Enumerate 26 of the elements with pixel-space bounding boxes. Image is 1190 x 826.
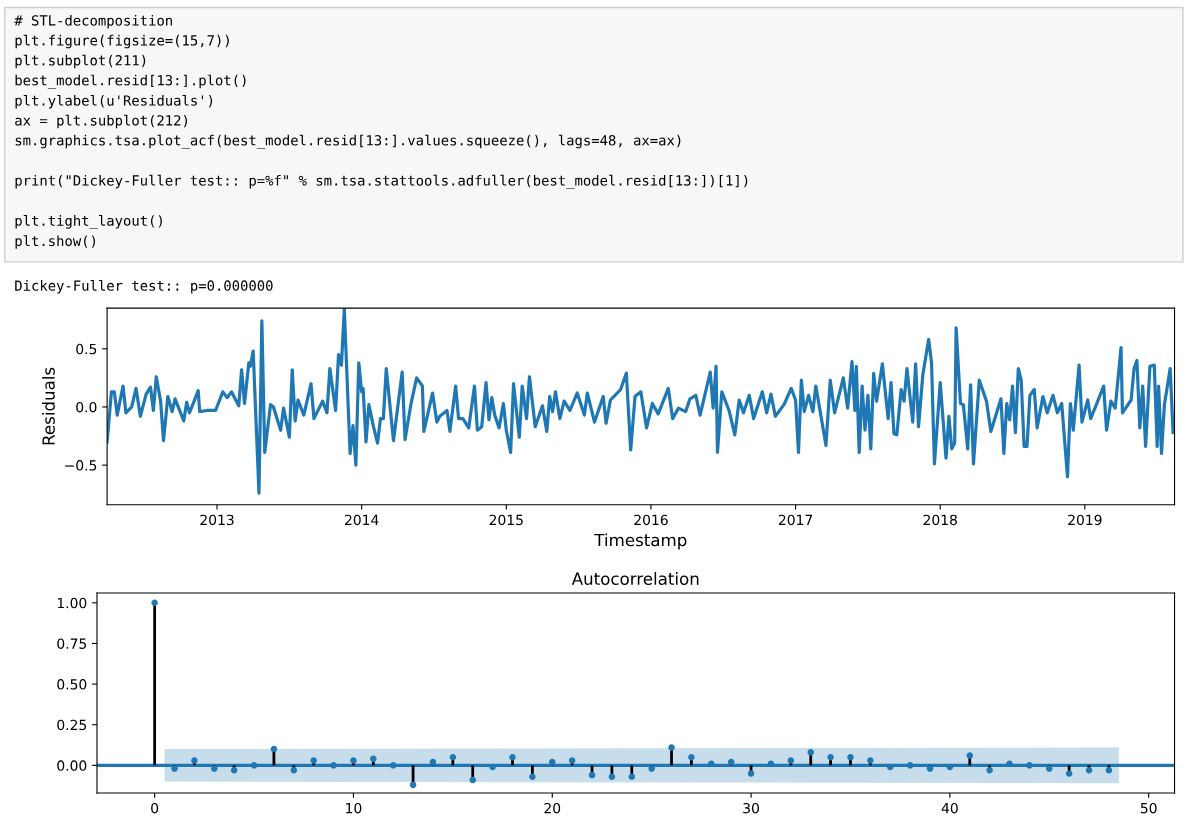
y-tick-label: 1.00 [57, 597, 87, 609]
chart-title: Autocorrelation [571, 572, 699, 585]
y-tick-label: 0.75 [57, 638, 87, 649]
x-tick-label: 2013 [200, 514, 234, 526]
text: # STL-decomposition plt.figure(figsize=(15,7)) plt.subplot(211) best_model.resid[13:].plot() plt.ylabel(u'Residuals') ax = plt.subplot(212) sm.graphics.tsa.plot_acf(best_model.resid[13:].values.squeeze(), lags=48, ax=ax) print("Dickey-Fuller test:: p=%f" % sm.tsa.stattools.adfuller(best_model.resid[13:])[1]) plt.tight_layout() plt.show() [14, 14, 748, 249]
y-tick-label: 0.50 [57, 679, 87, 690]
x-tick-label: 0 [151, 802, 159, 814]
x-tick-label: 20 [544, 802, 561, 814]
x-tick-label: 2015 [489, 514, 523, 526]
x-tick-label: 40 [941, 802, 958, 814]
x-tick-label: 2018 [923, 514, 957, 526]
x-tick-label: 2017 [778, 514, 813, 526]
x-tick-label: 10 [346, 802, 362, 814]
text: Dickey-Fuller test:: p=0.000000 [15, 280, 273, 294]
y-tick-label: 0.00 [57, 760, 87, 771]
y-tick-label: 0.0 [76, 401, 97, 413]
x-tick-label: 2016 [634, 514, 668, 526]
x-tick-label: 2019 [1068, 514, 1102, 526]
x-tick-label: 2014 [345, 514, 379, 526]
y-tick-label: −0.5 [65, 460, 97, 471]
x-tick-label: 50 [1140, 802, 1157, 814]
x-axis-title: Timestamp [594, 533, 687, 550]
y-axis-title: Residuals [41, 367, 55, 445]
x-tick-label: 30 [743, 802, 759, 814]
y-tick-label: 0.5 [76, 343, 97, 355]
y-tick-label: 0.25 [57, 719, 87, 731]
